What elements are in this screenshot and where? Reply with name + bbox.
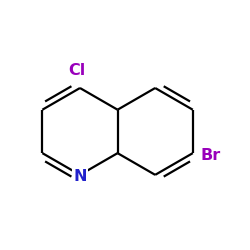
Text: Br: Br [200, 148, 220, 163]
Text: Cl: Cl [68, 63, 86, 78]
Text: N: N [73, 169, 87, 184]
